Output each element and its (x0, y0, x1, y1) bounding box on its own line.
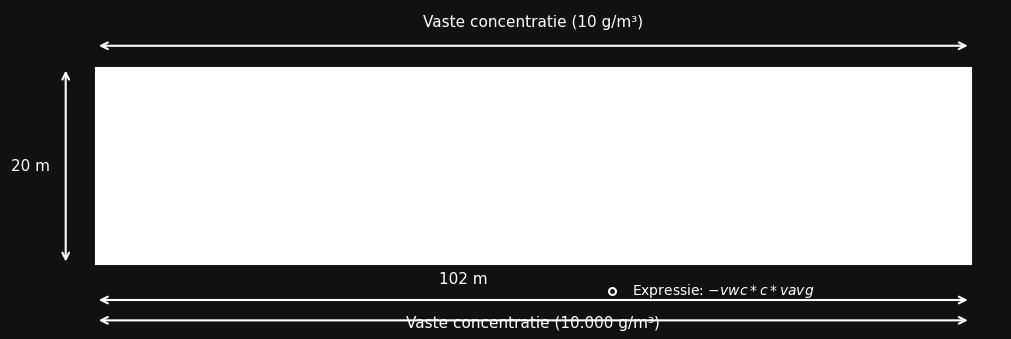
Text: Expressie: $-vwc * c * vavg$: Expressie: $-vwc * c * vavg$ (632, 282, 814, 300)
Text: Vaste concentratie (10 g/m³): Vaste concentratie (10 g/m³) (424, 15, 643, 29)
Text: Vaste concentratie (10.000 g/m³): Vaste concentratie (10.000 g/m³) (406, 316, 660, 331)
Text: 20 m: 20 m (11, 159, 50, 174)
Text: 102 m: 102 m (439, 272, 487, 287)
FancyBboxPatch shape (96, 68, 971, 264)
